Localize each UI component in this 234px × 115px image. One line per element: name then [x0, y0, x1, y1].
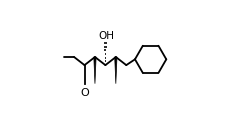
Text: OH: OH: [98, 31, 114, 41]
Polygon shape: [94, 58, 96, 84]
Polygon shape: [115, 58, 117, 84]
Text: O: O: [80, 87, 89, 97]
